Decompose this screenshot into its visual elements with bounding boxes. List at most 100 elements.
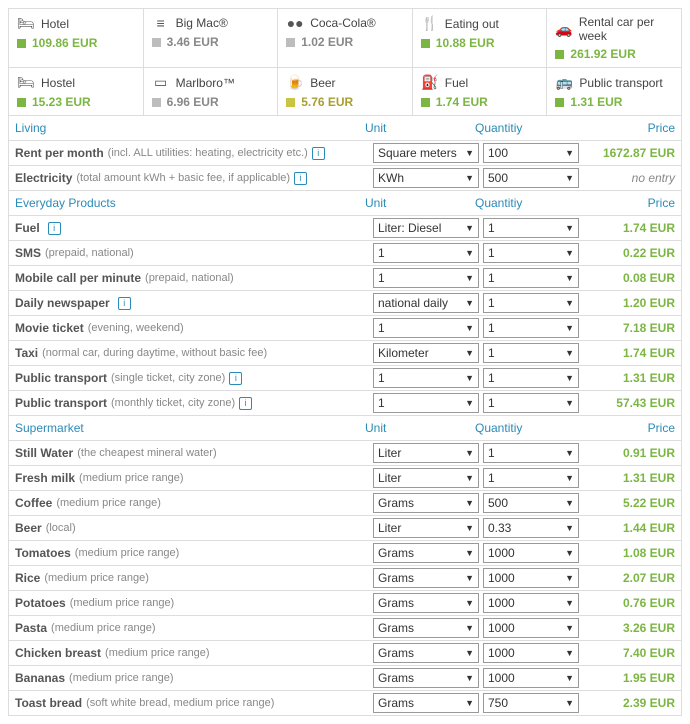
card-header: 🍺Beer (286, 74, 404, 91)
unit-select[interactable]: Square meters▼ (373, 143, 479, 163)
row-sub: (medium price range) (51, 622, 156, 634)
cell-unit: Liter▼ (371, 441, 481, 465)
info-icon[interactable]: i (48, 222, 61, 235)
summary-card: 🛏Hotel109.86 EUR (9, 9, 144, 68)
qty-select[interactable]: 1▼ (483, 268, 579, 288)
row-sub: (total amount kWh + basic fee, if applic… (76, 172, 290, 184)
row-main: Beer (15, 521, 42, 535)
row-label: Movie ticket (evening, weekend) (9, 317, 371, 339)
cell-qty: 1▼ (481, 341, 581, 365)
cell-unit: Liter▼ (371, 516, 481, 540)
info-icon[interactable]: i (229, 372, 242, 385)
qty-select[interactable]: 1▼ (483, 243, 579, 263)
info-icon[interactable]: i (294, 172, 307, 185)
unit-select[interactable]: national daily▼ (373, 293, 479, 313)
unit-select[interactable]: KWh▼ (373, 168, 479, 188)
unit-select[interactable]: 1▼ (373, 243, 479, 263)
cell-price: 7.40 EUR (581, 642, 681, 664)
qty-select[interactable]: 500▼ (483, 168, 579, 188)
chevron-down-icon: ▼ (465, 223, 474, 233)
unit-select[interactable]: 1▼ (373, 268, 479, 288)
cell-qty: 1▼ (481, 316, 581, 340)
chevron-down-icon: ▼ (465, 248, 474, 258)
qty-select[interactable]: 1▼ (483, 293, 579, 313)
cell-unit: Liter▼ (371, 466, 481, 490)
row-label: Pasta (medium price range) (9, 617, 371, 639)
cell-unit: Kilometer▼ (371, 341, 481, 365)
cell-price: no entry (581, 167, 681, 189)
qty-select[interactable]: 1▼ (483, 468, 579, 488)
cell-price: 7.18 EUR (581, 317, 681, 339)
qty-select[interactable]: 1000▼ (483, 618, 579, 638)
card-value-row: 1.74 EUR (421, 95, 539, 109)
card-label: Eating out (445, 17, 499, 31)
qty-select[interactable]: 1▼ (483, 393, 579, 413)
chevron-down-icon: ▼ (465, 623, 474, 633)
row-sub: (normal car, during daytime, without bas… (42, 347, 267, 359)
unit-select[interactable]: Grams▼ (373, 618, 479, 638)
chevron-down-icon: ▼ (565, 248, 574, 258)
table-row: Pasta (medium price range) Grams▼1000▼3.… (8, 616, 682, 641)
unit-select[interactable]: Grams▼ (373, 543, 479, 563)
cell-unit: Grams▼ (371, 541, 481, 565)
unit-select[interactable]: Grams▼ (373, 568, 479, 588)
qty-select[interactable]: 1000▼ (483, 568, 579, 588)
unit-select[interactable]: Liter: Diesel▼ (373, 218, 479, 238)
chevron-down-icon: ▼ (565, 323, 574, 333)
status-square (152, 38, 161, 47)
unit-select[interactable]: Grams▼ (373, 668, 479, 688)
cell-qty: 1▼ (481, 216, 581, 240)
cell-unit: 1▼ (371, 316, 481, 340)
cell-qty: 1000▼ (481, 666, 581, 690)
row-sub: (medium price range) (70, 597, 175, 609)
qty-select[interactable]: 1▼ (483, 218, 579, 238)
info-icon[interactable]: i (118, 297, 131, 310)
unit-select[interactable]: Grams▼ (373, 693, 479, 713)
card-value-row: 10.88 EUR (421, 36, 539, 50)
cell-price: 2.39 EUR (581, 692, 681, 714)
qty-select[interactable]: 1▼ (483, 443, 579, 463)
cell-price: 3.26 EUR (581, 617, 681, 639)
qty-select[interactable]: 1▼ (483, 368, 579, 388)
unit-select[interactable]: Liter▼ (373, 518, 479, 538)
col-qty: Quantitiy (475, 421, 575, 435)
qty-select[interactable]: 1000▼ (483, 593, 579, 613)
card-icon: 🛏 (17, 15, 35, 32)
chevron-down-icon: ▼ (565, 673, 574, 683)
row-main: Rice (15, 571, 40, 585)
info-icon[interactable]: i (239, 397, 252, 410)
row-label: Daily newspaper i (9, 292, 371, 314)
qty-select[interactable]: 100▼ (483, 143, 579, 163)
chevron-down-icon: ▼ (465, 498, 474, 508)
unit-select[interactable]: Grams▼ (373, 593, 479, 613)
unit-select[interactable]: 1▼ (373, 393, 479, 413)
row-main: Fresh milk (15, 471, 75, 485)
unit-select[interactable]: Liter▼ (373, 468, 479, 488)
qty-select[interactable]: 0.33▼ (483, 518, 579, 538)
qty-select[interactable]: 500▼ (483, 493, 579, 513)
unit-select[interactable]: 1▼ (373, 368, 479, 388)
chevron-down-icon: ▼ (465, 348, 474, 358)
qty-select[interactable]: 1000▼ (483, 668, 579, 688)
card-label: Hotel (41, 17, 69, 31)
unit-select[interactable]: Grams▼ (373, 493, 479, 513)
unit-select[interactable]: Liter▼ (373, 443, 479, 463)
qty-select[interactable]: 1▼ (483, 318, 579, 338)
unit-select[interactable]: 1▼ (373, 318, 479, 338)
summary-card: ≡Big Mac®3.46 EUR (144, 9, 279, 68)
row-label: Bananas (medium price range) (9, 667, 371, 689)
row-main: Movie ticket (15, 321, 84, 335)
unit-select[interactable]: Kilometer▼ (373, 343, 479, 363)
row-sub: (incl. ALL utilities: heating, electrici… (108, 147, 308, 159)
status-square (555, 50, 564, 59)
qty-select[interactable]: 1000▼ (483, 643, 579, 663)
unit-select[interactable]: Grams▼ (373, 643, 479, 663)
qty-select[interactable]: 1▼ (483, 343, 579, 363)
cell-qty: 1▼ (481, 466, 581, 490)
row-main: Public transport (15, 371, 107, 385)
qty-select[interactable]: 1000▼ (483, 543, 579, 563)
row-sub: (medium price range) (75, 547, 180, 559)
qty-select[interactable]: 750▼ (483, 693, 579, 713)
status-square (17, 39, 26, 48)
info-icon[interactable]: i (312, 147, 325, 160)
